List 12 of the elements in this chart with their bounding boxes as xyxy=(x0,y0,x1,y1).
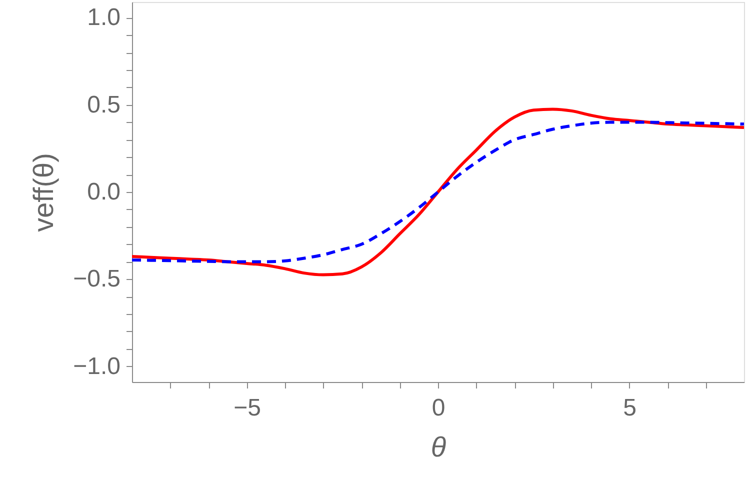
y-tick-label: 1.0 xyxy=(87,4,120,32)
y-tick-label: 0.0 xyxy=(87,178,120,206)
line-series xyxy=(132,108,744,276)
x-tick-label: 5 xyxy=(623,394,636,422)
x-tick-label: 0 xyxy=(432,394,446,422)
y-tick-label: 0.5 xyxy=(87,91,120,118)
x-tick-label: −5 xyxy=(234,394,261,422)
line-series xyxy=(132,120,744,264)
y-tick-label: −0.5 xyxy=(73,266,120,293)
x-axis-title: θ xyxy=(430,432,446,462)
y-axis-title: veff(θ) xyxy=(28,153,60,232)
y-tick-label: −1.0 xyxy=(73,352,120,380)
